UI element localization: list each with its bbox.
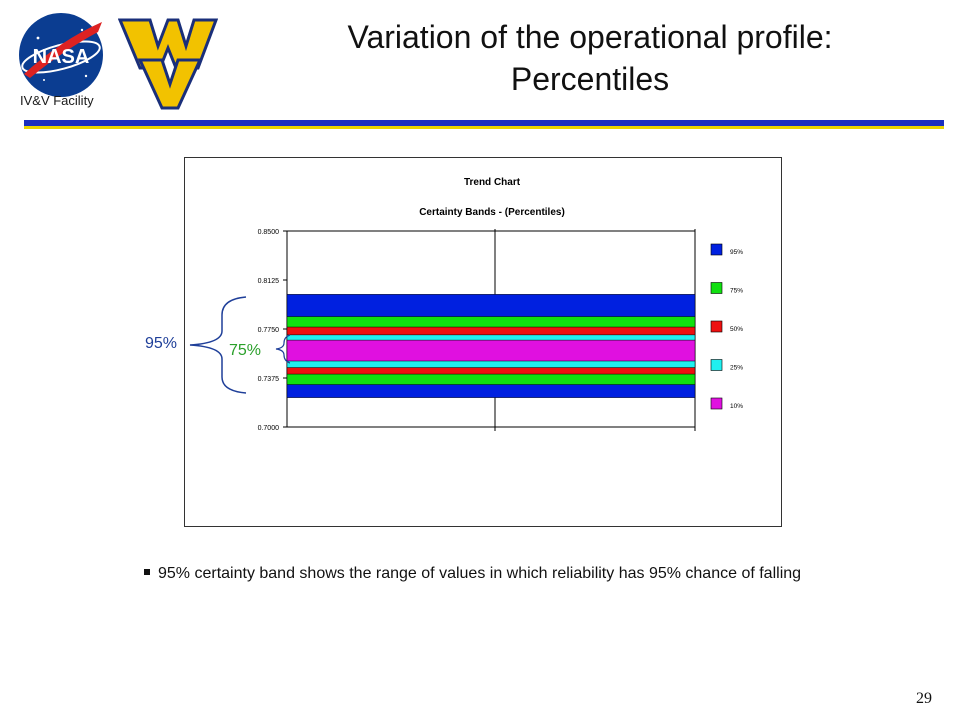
title-line-1: Variation of the operational profile: bbox=[347, 19, 833, 55]
legend-label: 50% bbox=[730, 326, 743, 333]
plot-area: 0.8500 0.8125 0.7750 0.7375 0.7000 bbox=[258, 229, 696, 432]
chart-title: Trend Chart bbox=[464, 177, 521, 188]
page-number: 29 bbox=[916, 690, 932, 707]
band-5 bbox=[286, 339, 696, 362]
y-tick-label: 0.7375 bbox=[258, 376, 280, 383]
legend-label: 75% bbox=[730, 288, 743, 295]
header-rule-yellow bbox=[24, 126, 944, 129]
bullet-square-icon bbox=[144, 568, 150, 575]
y-tick-label: 0.7750 bbox=[258, 327, 280, 334]
bullet-text: 95% certainty band shows the range of va… bbox=[158, 565, 802, 582]
nasa-logo: NASA bbox=[19, 13, 103, 97]
chart-subtitle: Certainty Bands - (Percentiles) bbox=[419, 207, 565, 218]
legend-swatch bbox=[710, 320, 723, 333]
band-braces bbox=[189, 296, 290, 394]
legend-swatch bbox=[710, 359, 723, 371]
trend-chart: Trend Chart Certainty Bands - (Percentil… bbox=[258, 177, 744, 432]
brace-75 bbox=[275, 334, 290, 364]
legend-swatch bbox=[710, 243, 723, 256]
title-line-2: Percentiles bbox=[510, 61, 670, 97]
y-tick-label: 0.8500 bbox=[258, 229, 280, 236]
y-tick-label: 0.7000 bbox=[258, 425, 280, 432]
facility-label: IV&V Facility bbox=[20, 93, 94, 108]
legend-swatch bbox=[710, 397, 723, 410]
bullet-item: 95% certainty band shows the range of va… bbox=[144, 565, 944, 583]
chart-legend: 95% 75% 50% 25% 10% bbox=[710, 243, 743, 410]
y-tick-label: 0.8125 bbox=[258, 278, 280, 285]
band-75-label: 75% bbox=[229, 342, 262, 359]
legend-label: 25% bbox=[730, 365, 743, 372]
legend-label: 10% bbox=[730, 403, 743, 410]
brace-95 bbox=[189, 296, 247, 394]
wv-logo bbox=[118, 18, 218, 110]
page-title: Variation of the operational profile: Pe… bbox=[250, 16, 930, 100]
legend-label: 95% bbox=[730, 249, 743, 256]
header-rule-blue bbox=[24, 120, 944, 126]
nasa-logo-text: NASA bbox=[33, 46, 90, 68]
legend-swatch bbox=[710, 282, 723, 294]
band-95-label: 95% bbox=[145, 335, 178, 352]
